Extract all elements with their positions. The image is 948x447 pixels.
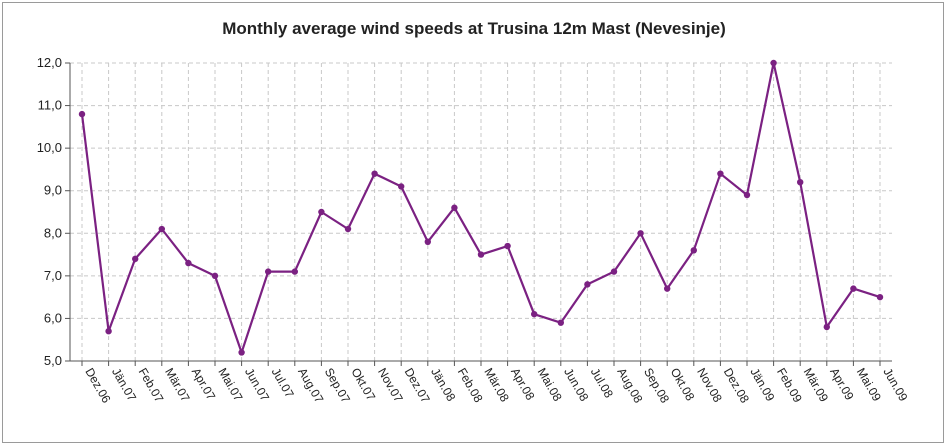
data-point	[78, 110, 86, 118]
data-point	[504, 242, 511, 250]
data-point	[770, 59, 777, 67]
data-point	[291, 268, 298, 275]
data-point	[690, 247, 697, 254]
x-tick-label: Feb.07	[136, 366, 167, 406]
x-tick-label: Apr.07	[189, 366, 219, 403]
y-tick-label: 11,0	[38, 98, 62, 113]
data-point	[664, 285, 671, 292]
data-point	[610, 268, 618, 275]
x-tick-label: Jun.09	[880, 366, 910, 404]
x-tick-label: Jul.07	[269, 366, 297, 401]
data-point	[158, 225, 165, 233]
data-point	[318, 208, 325, 216]
data-point	[265, 268, 272, 275]
y-tick-label: 10,0	[37, 140, 62, 155]
data-point	[344, 225, 352, 233]
data-point	[850, 285, 857, 292]
y-tick-label: 9,0	[44, 183, 62, 198]
data-point	[557, 319, 564, 326]
data-point	[743, 191, 751, 199]
y-tick-label: 6,0	[44, 310, 62, 325]
data-point	[584, 281, 591, 288]
x-tick-label: Mai.09	[854, 366, 884, 404]
x-tick-label: Mai.08	[535, 366, 565, 404]
x-tick-label: Mai.07	[215, 366, 245, 404]
x-tick-label: Nov.07	[375, 366, 406, 405]
data-point	[398, 183, 405, 190]
data-point	[717, 170, 724, 177]
data-point	[797, 179, 804, 186]
y-tick-label: 12,0	[37, 55, 62, 70]
x-tick-label: Apr.08	[508, 366, 538, 403]
data-point	[371, 170, 378, 177]
data-point	[185, 259, 192, 267]
data-point	[876, 293, 884, 301]
data-point	[424, 238, 431, 245]
x-tick-label: Apr.09	[827, 366, 857, 403]
data-point	[637, 230, 644, 237]
data-point	[477, 251, 485, 258]
y-tick-label: 7,0	[44, 268, 62, 283]
x-tick-label: Feb.09	[774, 366, 805, 406]
x-tick-label: Mär.08	[481, 366, 512, 405]
x-tick-label: Jul.08	[588, 366, 616, 401]
x-tick-label: Jun.07	[242, 366, 272, 404]
x-tick-label: Jun.08	[561, 366, 591, 404]
data-point	[105, 328, 112, 335]
data-point	[451, 204, 458, 211]
data-point	[823, 323, 830, 331]
x-tick-label: Feb.08	[455, 366, 486, 406]
data-point	[238, 349, 245, 356]
data-point	[531, 310, 538, 318]
x-tick-label: Mär.09	[801, 366, 832, 405]
x-tick-label: Mär.07	[162, 366, 193, 405]
y-tick-label: 8,0	[44, 225, 62, 240]
x-tick-label: Nov.08	[694, 366, 725, 405]
data-point	[211, 272, 219, 280]
data-point	[132, 255, 139, 263]
chart-title: Monthly average wind speeds at Trusina 1…	[222, 19, 726, 38]
y-tick-label: 5,0	[44, 353, 62, 368]
